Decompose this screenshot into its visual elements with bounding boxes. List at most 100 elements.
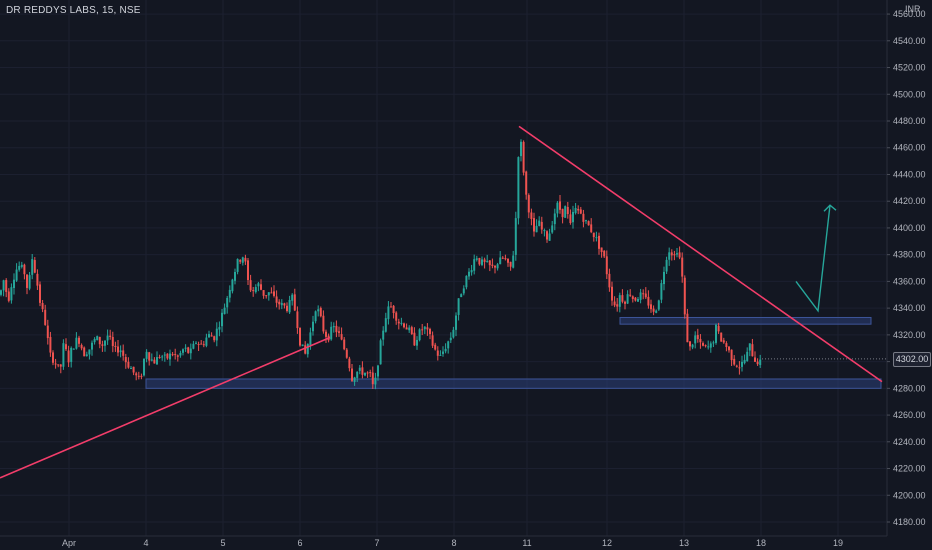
trendlines — [0, 125, 887, 479]
candle-body — [223, 307, 226, 315]
candle — [439, 350, 442, 356]
candle-body — [200, 343, 203, 345]
projection-arrow — [795, 204, 837, 313]
candle-body — [46, 325, 49, 339]
candle — [629, 289, 632, 297]
candle — [322, 310, 325, 334]
candle-body — [733, 358, 736, 365]
candle — [689, 341, 691, 351]
candle-body — [553, 213, 556, 225]
candle-body — [106, 335, 109, 341]
time-tick-label: 7 — [374, 538, 379, 548]
candle-body — [629, 294, 632, 296]
candle — [548, 228, 551, 241]
candle — [174, 348, 177, 360]
candle-body — [590, 224, 593, 233]
candle-body — [226, 297, 229, 308]
candle-body — [166, 353, 169, 359]
candle-body — [488, 260, 491, 266]
candle-body — [132, 366, 135, 373]
candle-body — [522, 141, 525, 173]
candle — [442, 346, 444, 357]
candle-body — [647, 296, 650, 306]
price-tick-label: 4420.00 — [893, 196, 926, 206]
projection-path — [795, 205, 831, 313]
candle-body — [278, 301, 281, 305]
candle-body — [527, 195, 530, 213]
candle-body — [491, 264, 494, 266]
candle-body — [436, 350, 439, 356]
candle — [10, 283, 13, 304]
candle-body — [262, 290, 265, 296]
candle-body — [699, 338, 702, 343]
candle — [608, 268, 611, 292]
candle-body — [678, 252, 681, 258]
trendline — [518, 125, 883, 383]
candle — [93, 337, 96, 345]
candle-body — [49, 336, 52, 353]
candle-body — [93, 338, 96, 343]
candle — [507, 258, 509, 267]
time-tick-label: 18 — [756, 538, 766, 548]
candle-body — [512, 255, 515, 268]
candle — [130, 365, 132, 370]
candle — [41, 300, 44, 313]
candle — [49, 331, 52, 357]
candle-body — [228, 289, 231, 298]
candle-body — [483, 259, 486, 262]
candle — [127, 357, 130, 369]
candle — [218, 321, 221, 337]
candle — [730, 349, 733, 367]
candle — [114, 341, 117, 352]
candle-body — [379, 340, 382, 365]
price-axis[interactable]: 4180.00 4200.00 4220.00 4240.00 4260.00 4280.… — [886, 0, 926, 536]
price-tick-label: 4380.00 — [893, 250, 926, 260]
candle-body — [759, 359, 762, 365]
candle-body — [317, 309, 320, 312]
candle-body — [634, 297, 637, 301]
candle — [652, 305, 655, 316]
candle — [657, 299, 660, 311]
candle — [559, 195, 561, 214]
time-tick-label: 5 — [220, 538, 225, 548]
candle — [603, 249, 606, 259]
candle — [148, 351, 151, 366]
candle-body — [452, 329, 455, 338]
candle-body — [457, 298, 460, 315]
candle — [221, 308, 223, 333]
candle-body — [293, 294, 296, 311]
candle-body — [660, 283, 663, 300]
candle-body — [23, 264, 26, 275]
candle — [317, 305, 320, 317]
candle — [426, 323, 429, 336]
candle-body — [208, 334, 210, 338]
candle-body — [572, 211, 574, 223]
candle — [429, 327, 431, 340]
candle-body — [689, 341, 691, 347]
candle-body — [312, 321, 314, 332]
candle — [278, 299, 281, 310]
candle-body — [644, 293, 647, 298]
candle-body — [499, 257, 502, 265]
candle — [670, 249, 673, 261]
candle — [512, 250, 515, 269]
candle-body — [111, 337, 114, 347]
candle-body — [566, 206, 569, 215]
candle — [650, 299, 652, 313]
candle-body — [18, 266, 21, 270]
candle-body — [631, 296, 634, 299]
price-tick-label: 4500.00 — [893, 89, 926, 99]
candle-body — [184, 347, 187, 349]
arrow-head-icon — [823, 204, 837, 212]
candle — [249, 274, 252, 293]
candle — [436, 346, 439, 361]
candle-body — [564, 206, 567, 218]
candle-body — [244, 257, 247, 262]
candle — [408, 325, 411, 333]
candle — [663, 266, 665, 291]
candle-body — [218, 327, 221, 330]
time-axis[interactable]: Apr 4 5 6 7 8 11 12 13 18 19 — [0, 535, 887, 548]
candle-body — [338, 331, 340, 333]
candle — [122, 344, 125, 361]
